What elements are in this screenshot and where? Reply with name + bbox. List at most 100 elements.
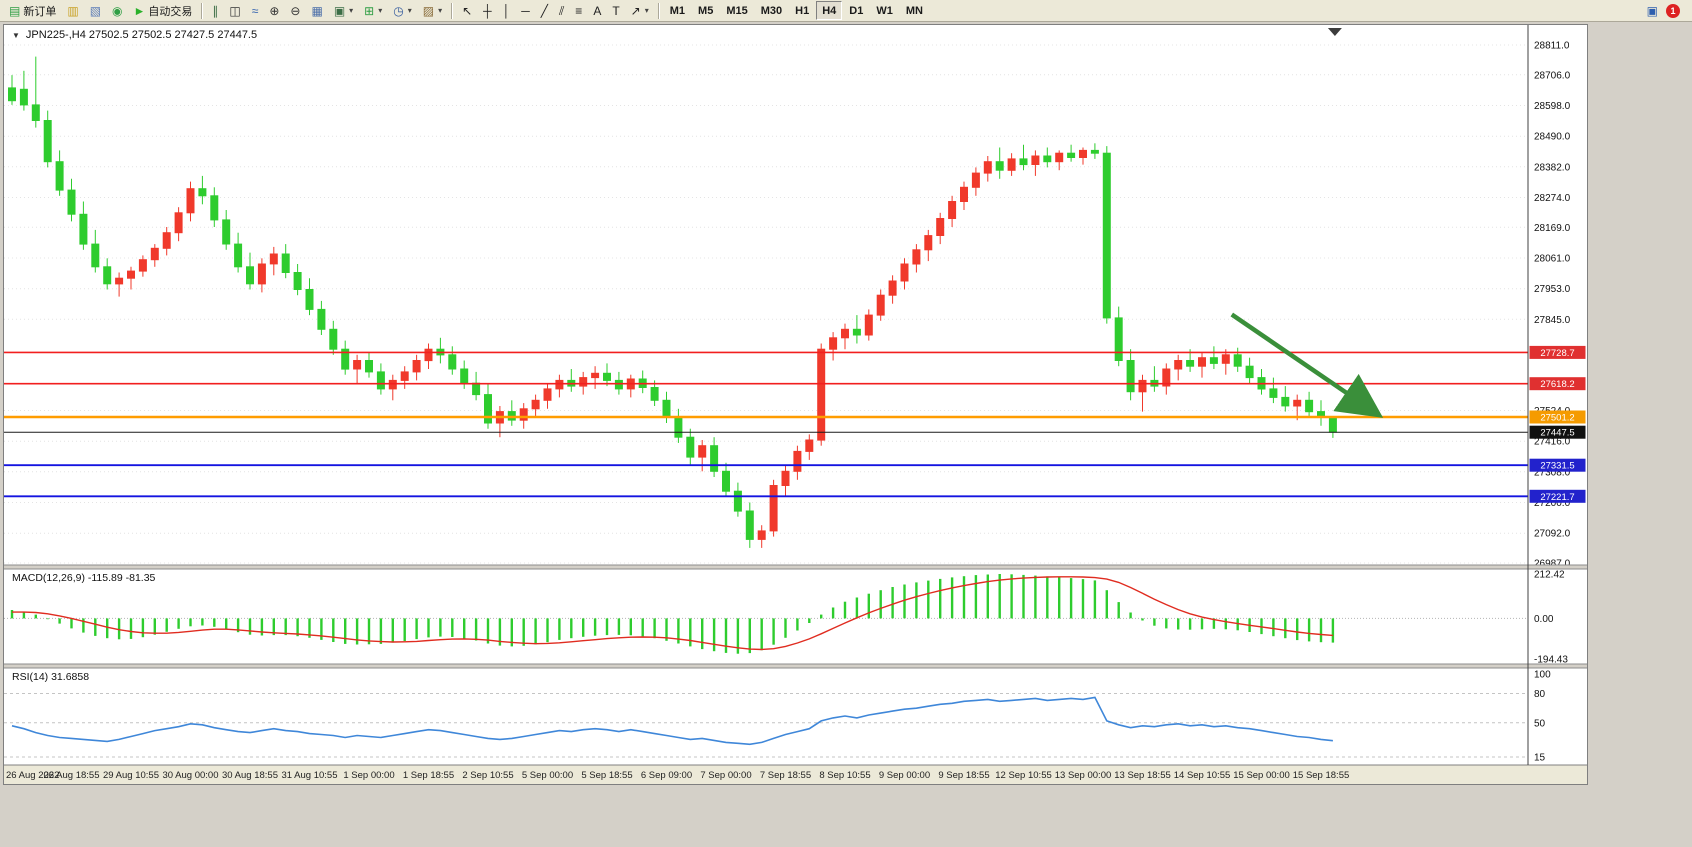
svg-text:1 Sep 00:00: 1 Sep 00:00 xyxy=(343,770,394,781)
community-button[interactable]: ▣ xyxy=(1642,1,1663,20)
candle xyxy=(19,88,28,106)
chart-canvas[interactable]: 28811.0 28706.0 28598.0 28490.0 28382.0 28274… xyxy=(4,25,1587,784)
timeframe-h1-button[interactable]: H1 xyxy=(789,1,815,20)
pane-splitter[interactable] xyxy=(4,564,1587,570)
rsi-indicator-label: RSI(14) 31.6858 xyxy=(12,671,90,683)
charts-button[interactable]: ▥ xyxy=(62,1,83,20)
candle xyxy=(484,394,492,424)
add-indicator-icon: ⊞ xyxy=(364,3,375,18)
svg-text:100: 100 xyxy=(1534,670,1551,681)
svg-text:27416.0: 27416.0 xyxy=(1534,437,1571,448)
candle xyxy=(341,348,350,370)
svg-text:0.00: 0.00 xyxy=(1534,614,1554,625)
zoom-out-button[interactable]: ⊖ xyxy=(285,1,305,20)
candle xyxy=(995,161,1004,171)
collapse-arrow-icon[interactable]: ▼ xyxy=(12,30,20,40)
horizontal-line-button[interactable]: ─ xyxy=(516,1,535,20)
cursor-button[interactable]: ↖ xyxy=(457,1,477,20)
pane-splitter[interactable] xyxy=(4,663,1587,669)
svg-text:-194.43: -194.43 xyxy=(1534,655,1568,666)
candlestick-chart-button[interactable]: ◫ xyxy=(224,1,245,20)
svg-text:28706.0: 28706.0 xyxy=(1534,70,1571,81)
candle xyxy=(674,416,683,438)
chart-shift-marker[interactable] xyxy=(1327,28,1342,36)
rsi-line xyxy=(11,696,1333,746)
price-axis: 28811.0 28706.0 28598.0 28490.0 28382.0 28274… xyxy=(4,41,1571,570)
candle xyxy=(1162,368,1171,387)
profiles-button[interactable]: ▧ xyxy=(85,1,106,20)
tile-windows-button[interactable]: ▦ xyxy=(306,1,327,20)
candle xyxy=(698,445,707,458)
candle xyxy=(174,212,183,234)
autotrading-button[interactable]: ► 自动交易 xyxy=(129,1,198,20)
candle xyxy=(150,247,159,261)
timeframe-h4-button[interactable]: H4 xyxy=(816,1,843,20)
new-chart-button[interactable]: ▣ ▾ xyxy=(329,1,358,20)
toolbar-separator xyxy=(201,2,204,19)
timeframe-mn-button[interactable]: MN xyxy=(900,1,929,20)
candle xyxy=(829,337,838,350)
svg-text:13 Sep 00:00: 13 Sep 00:00 xyxy=(1055,770,1112,781)
candle xyxy=(257,263,266,285)
timeframe-d1-button[interactable]: D1 xyxy=(843,1,869,20)
candle xyxy=(1079,149,1087,159)
chart-window[interactable]: 28811.0 28706.0 28598.0 28490.0 28382.0 28274… xyxy=(3,24,1588,785)
svg-text:9 Sep 18:55: 9 Sep 18:55 xyxy=(938,770,989,781)
timeframe-mn-button-label: MN xyxy=(905,4,923,17)
candle xyxy=(1174,360,1183,370)
vertical-line-button[interactable]: │ xyxy=(498,1,516,20)
trendline-button[interactable]: ╱ xyxy=(536,1,553,20)
svg-text:28811.0: 28811.0 xyxy=(1534,41,1570,52)
horizontal-lines-layer[interactable] xyxy=(4,351,1528,498)
svg-text:28169.0: 28169.0 xyxy=(1534,223,1571,234)
crosshair-button[interactable]: ┼ xyxy=(478,1,497,20)
candle xyxy=(1007,158,1016,171)
label-button[interactable]: T xyxy=(607,1,624,20)
candle xyxy=(376,371,385,390)
macd-indicator-label: MACD(12,26,9) -115.89 -81.35 xyxy=(12,572,156,584)
arrows-button[interactable]: ↗ ▾ xyxy=(626,1,654,20)
candle xyxy=(1198,357,1206,367)
timeframe-m15-button[interactable]: M15 xyxy=(720,1,753,20)
candle xyxy=(519,408,528,421)
timeframe-m30-button[interactable]: M30 xyxy=(755,1,788,20)
notifications-badge[interactable]: 1 xyxy=(1666,3,1680,18)
channel-button[interactable]: ⫽ xyxy=(554,1,569,20)
timeframe-m5-button[interactable]: M5 xyxy=(692,1,719,20)
template-icon: ▨ xyxy=(422,3,435,18)
candle xyxy=(864,314,873,336)
text-button[interactable]: A xyxy=(588,1,606,20)
timeframe-m1-button[interactable]: M1 xyxy=(664,1,691,20)
svg-text:27331.5: 27331.5 xyxy=(1540,461,1574,472)
new-order-button[interactable]: ▤ 新订单 xyxy=(4,1,61,20)
svg-text:26 Aug 2022: 26 Aug 2022 xyxy=(6,770,59,781)
svg-text:30 Aug 00:00: 30 Aug 00:00 xyxy=(163,770,219,781)
bar-chart-button[interactable]: ∥ xyxy=(207,1,223,20)
timeframe-d1-button-label: D1 xyxy=(849,4,864,17)
new-order-icon: ▤ xyxy=(9,3,21,18)
candle xyxy=(246,266,254,285)
zoom-in-icon: ⊕ xyxy=(269,3,280,18)
trend-arrow[interactable] xyxy=(1230,312,1384,418)
bar-chart-icon: ∥ xyxy=(212,3,219,18)
candle xyxy=(472,382,481,396)
svg-text:31 Aug 10:55: 31 Aug 10:55 xyxy=(282,770,338,781)
tile-windows-icon: ▦ xyxy=(311,3,323,18)
candle xyxy=(127,270,135,279)
dropdown-caret-icon: ▾ xyxy=(378,6,383,15)
market-watch-button[interactable]: ◉ xyxy=(107,1,127,20)
candle xyxy=(305,289,314,310)
candle xyxy=(198,188,207,197)
indicators-button[interactable]: ⊞ ▾ xyxy=(359,1,387,20)
candles-layer xyxy=(8,56,1337,548)
line-chart-button[interactable]: ≈ xyxy=(247,1,264,20)
zoom-in-button[interactable]: ⊕ xyxy=(264,1,284,20)
fibonacci-button[interactable]: ≡ xyxy=(570,1,587,20)
timeframe-w1-button[interactable]: W1 xyxy=(870,1,899,20)
templates-button[interactable]: ▨ ▾ xyxy=(418,1,447,20)
candle xyxy=(424,348,433,362)
periods-button[interactable]: ◷ ▾ xyxy=(388,1,417,20)
candle xyxy=(662,399,671,418)
svg-text:212.42: 212.42 xyxy=(1534,570,1565,581)
svg-text:28490.0: 28490.0 xyxy=(1534,132,1571,143)
